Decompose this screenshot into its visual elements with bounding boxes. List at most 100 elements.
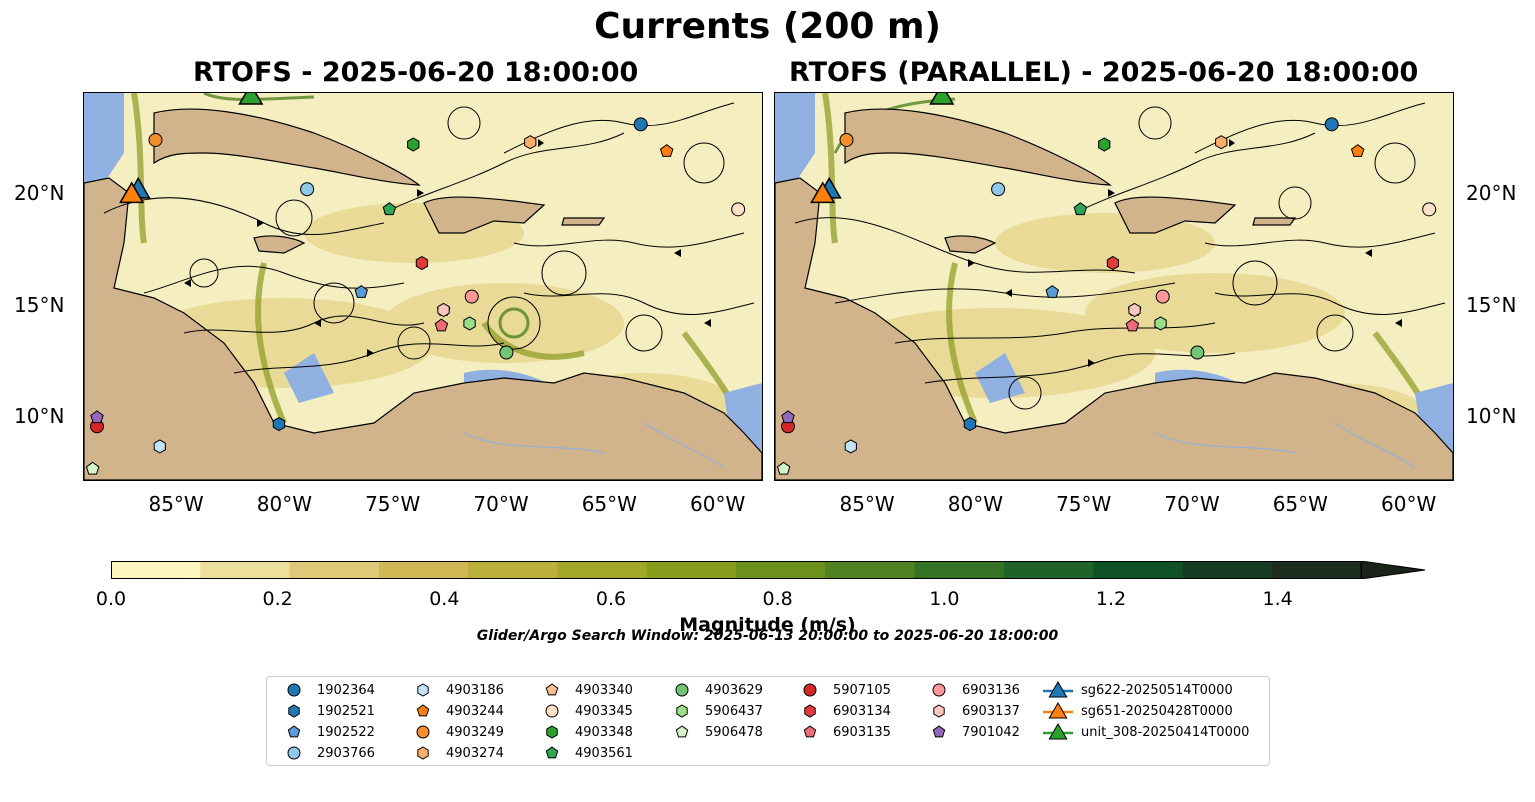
legend: 1902364 1902521 1902522 2903766 4903186 49032… (266, 676, 1270, 766)
legend-label: sg651-20250428T0000 (1081, 703, 1233, 719)
pentagon-marker-icon (932, 725, 946, 738)
colorbar-tick-label: 0.0 (95, 588, 127, 610)
legend-item: 4903629 (665, 680, 763, 700)
legend-item: 4903340 (535, 680, 633, 700)
argo-float-4903629 (1190, 345, 1205, 360)
hexagon-marker-icon (417, 683, 429, 697)
glider-sg651-20250428T0000 (810, 181, 836, 204)
argo-float-4903345 (731, 202, 746, 217)
colorbar-tick-label: 0.4 (429, 588, 460, 610)
lon-tick-label: 85°W (839, 492, 895, 516)
glider-unit_308-20250414T0000 (238, 93, 264, 105)
pentagon-marker-icon (416, 704, 430, 717)
colorbar-tick-label: 1.4 (1262, 588, 1293, 610)
lon-tick-label: 75°W (365, 492, 421, 516)
legend-label: 4903244 (446, 703, 504, 719)
legend-label: 4903345 (575, 703, 633, 719)
lat-tick-label: 10°N (1466, 404, 1517, 429)
argo-float-2903766 (300, 182, 315, 197)
argo-float-4903274 (1215, 135, 1228, 150)
pentagon-marker-icon (675, 725, 689, 738)
colorbar (111, 561, 1426, 579)
colorbar-segment (378, 561, 469, 579)
lat-tick-label: 20°N (1466, 180, 1517, 205)
panel-title-rtofs-parallel: RTOFS (PARALLEL) - 2025-06-20 18:00:00 (789, 57, 1419, 88)
legend-item: 6903137 (922, 701, 1020, 721)
circle-marker-icon (416, 725, 430, 739)
legend-label: 1902522 (317, 724, 375, 740)
pentagon-marker-icon (287, 725, 301, 738)
argo-float-1902522 (354, 284, 368, 298)
legend-label: 7901042 (962, 724, 1020, 740)
lat-tick-label: 15°N (14, 292, 65, 317)
lon-tick-label: 80°W (256, 492, 313, 516)
lon-tick-label: 60°W (1381, 492, 1437, 516)
colorbar-tick-label: 0.2 (262, 588, 293, 610)
legend-item: 5906437 (665, 701, 763, 721)
colorbar-segment (289, 561, 380, 579)
lat-tick-label: 15°N (1466, 292, 1517, 317)
legend-item: 5907105 (793, 680, 891, 700)
legend-label: 5906478 (705, 724, 763, 740)
glider-sg651-20250428T0000 (119, 181, 145, 204)
lon-tick-label: 65°W (581, 492, 637, 516)
map-rtofs-parallel (775, 93, 1453, 480)
argo-float-1902364 (1324, 117, 1339, 132)
argo-float-6903134 (415, 255, 428, 271)
legend-label: 4903274 (446, 745, 504, 761)
argo-float-7901042 (781, 410, 795, 424)
legend-label: 5906437 (705, 703, 763, 719)
argo-float-6903137 (437, 302, 450, 318)
legend-item: 4903561 (535, 743, 633, 763)
colorbar-segment (1271, 561, 1362, 579)
legend-item: 7901042 (922, 722, 1020, 742)
hexagon-marker-icon (804, 704, 816, 718)
legend-label: 4903348 (575, 724, 633, 740)
argo-float-4903186 (844, 439, 857, 454)
pentagon-marker-icon (545, 683, 559, 696)
colorbar-label: Magnitude (m/s) (679, 614, 856, 636)
colorbar-tick-label: 0.6 (595, 588, 627, 610)
legend-item: unit_308-20250414T0000 (1041, 722, 1249, 742)
legend-label: 4903249 (446, 724, 504, 740)
argo-float-6903134 (1106, 255, 1119, 271)
legend-item: 4903348 (535, 722, 633, 742)
figure-title: Currents (200 m) (594, 6, 941, 47)
panel-title-rtofs: RTOFS - 2025-06-20 18:00:00 (193, 57, 639, 88)
hexagon-marker-icon (288, 704, 300, 718)
colorbar-segment (1003, 561, 1094, 579)
legend-item: sg622-20250514T0000 (1041, 680, 1233, 700)
lat-tick-label: 20°N (14, 180, 65, 205)
argo-float-4903629 (499, 345, 514, 360)
map-panel-rtofs-parallel (774, 92, 1454, 481)
legend-label: unit_308-20250414T0000 (1081, 724, 1250, 740)
argo-float-6903135 (434, 318, 449, 332)
argo-float-4903274 (524, 135, 537, 150)
lon-tick-label: 70°W (473, 492, 529, 516)
argo-float-4903249 (839, 132, 854, 147)
lon-tick-label: 60°W (690, 492, 746, 516)
argo-float-4903249 (148, 132, 163, 147)
argo-float-4903561 (1073, 202, 1088, 216)
colorbar-tick-label: 0.8 (762, 588, 793, 610)
lon-tick-label: 75°W (1056, 492, 1112, 516)
float-markers-rtofs-parallel (776, 93, 1437, 475)
legend-item: 2903766 (277, 743, 375, 763)
argo-float-6903136 (1155, 289, 1170, 304)
argo-float-5906437 (463, 316, 476, 331)
legend-item: 4903244 (406, 701, 504, 721)
legend-label: 4903629 (705, 682, 763, 698)
legend-item: 6903134 (793, 701, 891, 721)
argo-float-5906437 (1154, 316, 1167, 331)
legend-label: 1902521 (317, 703, 375, 719)
legend-label: 1902364 (317, 682, 375, 698)
legend-item: 4903249 (406, 722, 504, 742)
argo-float-4903244 (1350, 144, 1365, 157)
legend-item: 4903186 (406, 680, 504, 700)
argo-float-4903345 (1422, 202, 1437, 217)
circle-marker-icon (932, 683, 946, 697)
map-rtofs (84, 93, 762, 480)
pentagon-marker-icon (545, 746, 559, 759)
argo-float-4903348 (407, 137, 420, 152)
legend-label: sg622-20250514T0000 (1081, 682, 1233, 698)
